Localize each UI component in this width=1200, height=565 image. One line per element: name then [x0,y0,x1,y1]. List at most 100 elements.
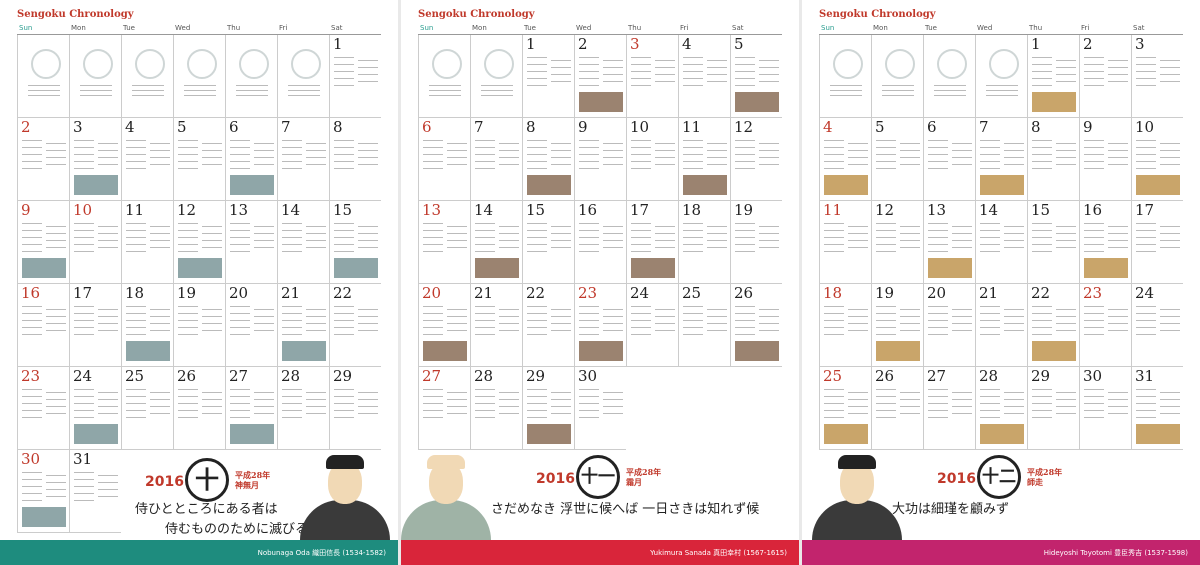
text-line [126,410,146,411]
text-line [358,81,378,82]
text-line [447,247,467,248]
day-number: 13 [229,201,249,219]
text-line [824,237,844,238]
text-line [631,223,651,224]
photo [1084,258,1128,278]
text-line [334,417,354,418]
text-line [603,309,623,310]
text-line [735,230,755,231]
text-line [447,309,467,310]
calendar-page: Sengoku Chronology Sun Mon Tue Wed Thu Fri Sat 1… [0,0,398,565]
text-line [423,417,443,418]
text-line [178,223,198,224]
text-line [46,226,66,227]
text-line [551,74,571,75]
text-line [1032,147,1052,148]
text-line [707,67,727,68]
text-line [22,223,42,224]
photo [74,424,118,444]
text-line [848,330,868,331]
footer-band: Nobunaga Oda 織田信長 (1534-1582) [0,540,398,565]
day-cell: 2 [574,35,626,118]
text-line [202,413,222,414]
text-line [631,147,651,148]
text-line [603,74,623,75]
text-line [282,244,302,245]
text-line [631,251,651,252]
text-line [655,74,675,75]
text-line [952,323,972,324]
photo [22,507,66,527]
text-line [423,396,443,397]
text-line [830,90,862,91]
weekday-label: Wed [977,24,993,32]
day-number: 19 [177,284,197,302]
text-line [282,396,302,397]
text-line [306,330,326,331]
text-line [447,399,467,400]
day-number: 28 [979,367,999,385]
text-line [683,334,703,335]
text-line [282,230,302,231]
text-line [447,392,467,393]
day-number: 19 [734,201,754,219]
text-line [824,251,844,252]
text-line [527,313,547,314]
day-number: 14 [979,201,999,219]
text-line [1084,389,1104,390]
text-line [358,67,378,68]
text-line [98,240,118,241]
text-line [579,230,599,231]
text-line [1108,406,1128,407]
text-line [683,327,703,328]
day-cell: 17 [626,201,678,284]
text-line [98,489,118,490]
text-line [358,392,378,393]
text-line [579,71,599,72]
text-line [423,244,443,245]
text-line [759,240,779,241]
text-line [980,251,1000,252]
text-line [579,147,599,148]
text-line [358,413,378,414]
text-line [824,223,844,224]
text-line [423,168,443,169]
text-line [306,164,326,165]
text-line [475,389,495,390]
day-cell: 11 [678,118,730,201]
text-line [707,316,727,317]
text-line [475,154,495,155]
text-line [824,389,844,390]
text-line [150,150,170,151]
weekday-label: Sun [821,24,835,32]
text-line [46,392,66,393]
text-line [230,237,250,238]
day-number: 26 [734,284,754,302]
text-line [759,316,779,317]
text-line [126,244,146,245]
text-line [631,244,651,245]
text-line [150,226,170,227]
day-number: 18 [125,284,145,302]
text-line [423,230,443,231]
calendar-page: Sengoku Chronology Sun Mon Tue Wed Thu Fri Sat 1… [802,0,1200,565]
day-cell: 9 [574,118,626,201]
text-line [1084,396,1104,397]
text-line [202,150,222,151]
text-line [876,230,896,231]
text-line [928,244,948,245]
day-cell: 22 [1027,284,1079,367]
text-line [980,154,1000,155]
text-line [551,60,571,61]
text-line [1056,309,1076,310]
text-line [1032,320,1052,321]
text-line [358,143,378,144]
text-line [282,168,302,169]
day-number: 24 [1135,284,1155,302]
text-line [952,226,972,227]
text-line [928,161,948,162]
portrait-head [840,462,874,504]
weekday-label: Thu [227,24,241,32]
weekday-label: Wed [576,24,592,32]
text-line [22,237,42,238]
